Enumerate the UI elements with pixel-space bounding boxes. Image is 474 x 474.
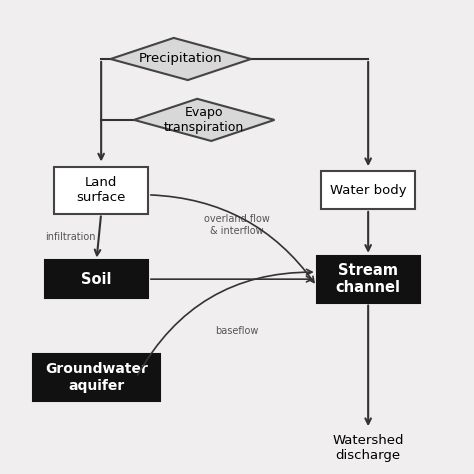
Text: Groundwater
aquifer: Groundwater aquifer [45, 363, 148, 392]
Polygon shape [110, 38, 251, 80]
Text: Stream
channel: Stream channel [336, 263, 401, 295]
Text: Water body: Water body [330, 183, 407, 197]
Text: Precipitation: Precipitation [139, 53, 223, 65]
Text: Soil: Soil [81, 272, 112, 287]
FancyBboxPatch shape [45, 260, 148, 298]
FancyBboxPatch shape [55, 167, 148, 214]
FancyBboxPatch shape [317, 256, 419, 302]
Text: Watershed
discharge: Watershed discharge [332, 434, 404, 462]
Text: Land
surface: Land surface [76, 176, 126, 204]
Text: infiltration: infiltration [45, 232, 95, 242]
Text: baseflow: baseflow [215, 326, 259, 336]
FancyBboxPatch shape [33, 354, 160, 401]
Polygon shape [134, 99, 274, 141]
Text: overland flow
& interflow: overland flow & interflow [204, 215, 270, 236]
FancyBboxPatch shape [321, 172, 415, 209]
Text: Evapo
transpiration: Evapo transpiration [164, 106, 244, 134]
